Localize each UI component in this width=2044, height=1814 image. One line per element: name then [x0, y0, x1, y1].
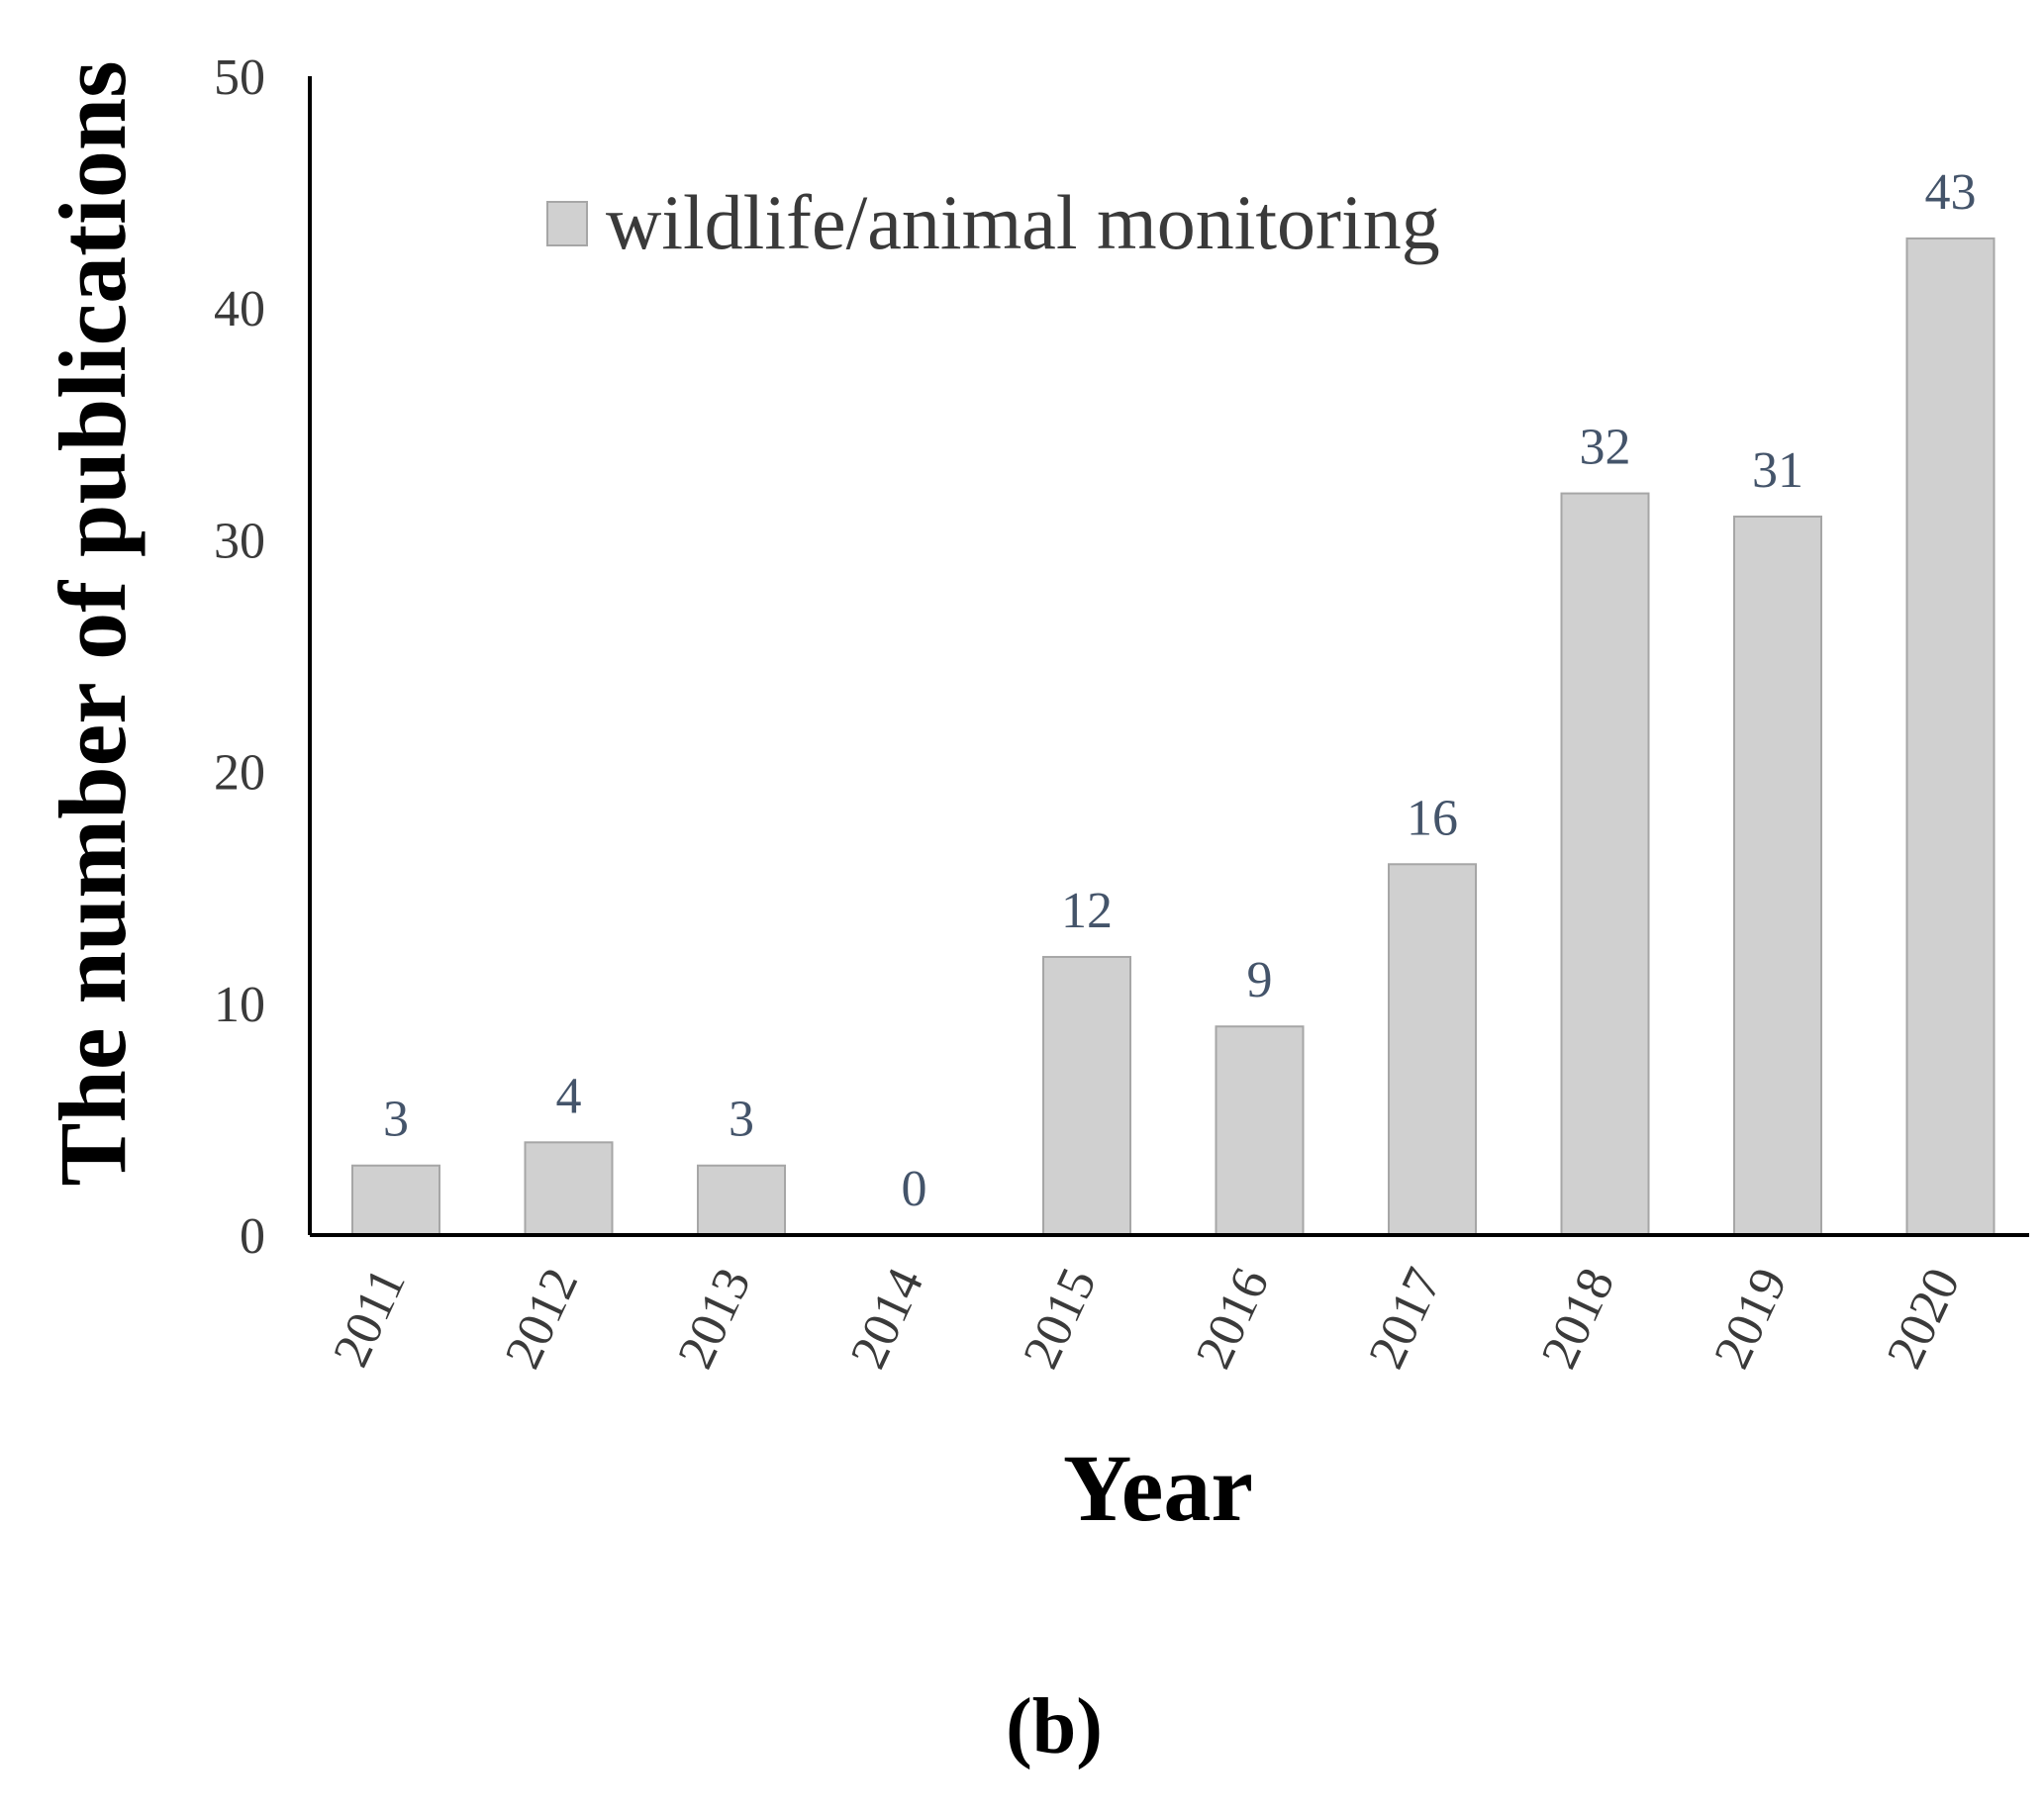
- y-tick-labels: 0 10 20 30 40 50: [214, 49, 265, 1265]
- data-label: 16: [1407, 790, 1458, 846]
- data-label: 9: [1247, 952, 1273, 1008]
- bar: [1905, 237, 1995, 1236]
- x-tick-label: 2017: [1358, 1260, 1453, 1377]
- legend-swatch: [546, 201, 588, 246]
- x-tick-label: 2015: [1013, 1260, 1108, 1377]
- x-tick-label: 2016: [1186, 1260, 1281, 1377]
- bars: [351, 237, 1995, 1237]
- x-tick-label: 2019: [1703, 1260, 1799, 1377]
- data-label: 3: [729, 1092, 754, 1148]
- y-tick-label: 30: [214, 513, 265, 569]
- data-label: 43: [1925, 164, 1977, 221]
- y-axis-title: The number of publications: [40, 60, 146, 1186]
- bar: [1560, 492, 1650, 1236]
- legend: wildlife/animal monitoring: [546, 179, 1440, 265]
- x-axis-title: Year: [1063, 1435, 1253, 1541]
- bar: [1042, 955, 1131, 1237]
- bar: [1388, 863, 1477, 1237]
- data-label: 4: [556, 1068, 582, 1124]
- y-tick-label: 20: [214, 745, 265, 802]
- data-label: 32: [1580, 420, 1631, 476]
- y-tick-label: 10: [214, 977, 265, 1033]
- x-tick-label: 2014: [840, 1260, 935, 1377]
- x-tick-label: 2018: [1531, 1260, 1626, 1377]
- x-tick-labels: 2011 2012 2013 2014 2015 2016 2017 2018 2019 2020: [323, 1260, 1971, 1377]
- x-tick-label: 2012: [495, 1260, 590, 1377]
- bar: [697, 1164, 786, 1236]
- bar: [1733, 515, 1822, 1236]
- data-label: 0: [902, 1161, 927, 1217]
- data-label: 31: [1752, 442, 1803, 499]
- bar: [1215, 1025, 1305, 1236]
- panel-label: (b): [1006, 1683, 1103, 1770]
- legend-label: wildlife/animal monitoring: [606, 179, 1440, 265]
- y-tick-label: 0: [240, 1208, 265, 1265]
- bar: [351, 1164, 440, 1236]
- y-tick-label: 50: [214, 49, 265, 106]
- data-label: 12: [1061, 883, 1113, 939]
- bar: [524, 1141, 614, 1236]
- y-tick-label: 40: [214, 281, 265, 337]
- x-tick-label: 2020: [1877, 1260, 1972, 1377]
- x-tick-label: 2011: [323, 1260, 417, 1376]
- x-tick-label: 2013: [667, 1260, 762, 1377]
- data-label: 3: [383, 1092, 409, 1148]
